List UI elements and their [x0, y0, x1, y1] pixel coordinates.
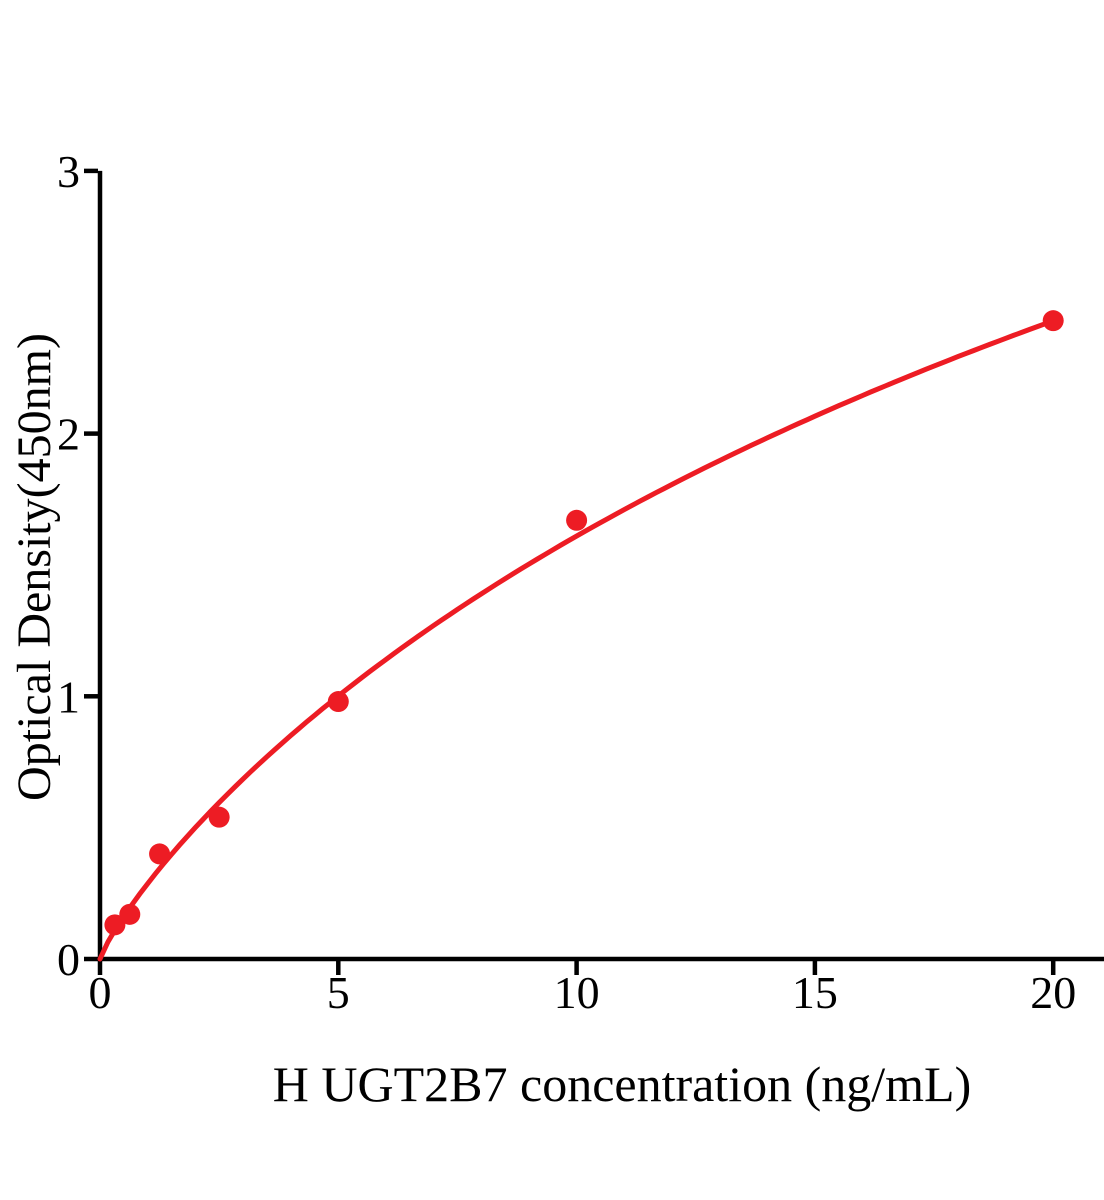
x-tick-label: 20: [1030, 967, 1076, 1018]
x-axis-title: H UGT2B7 concentration (ng/mL): [273, 1056, 971, 1112]
y-tick-label: 3: [57, 146, 80, 197]
x-tick-label: 10: [554, 967, 600, 1018]
data-point: [208, 806, 230, 828]
data-point: [327, 691, 349, 713]
data-point: [104, 914, 126, 936]
data-point: [566, 509, 588, 531]
data-point: [119, 903, 141, 925]
y-tick-label: 1: [57, 671, 80, 722]
data-point: [149, 843, 171, 865]
plot-area: 0 5 10 15 20 0 1 2 3: [57, 146, 1104, 1018]
fitted-curve: [97, 318, 1056, 962]
x-tick-label: 0: [89, 967, 112, 1018]
y-axis-title: Optical Density(450nm): [8, 333, 61, 801]
y-tick-label: 2: [57, 409, 80, 460]
x-tick-label: 5: [327, 967, 350, 1018]
data-point: [1042, 310, 1064, 332]
x-tick-label: 15: [792, 967, 838, 1018]
y-tick-label: 0: [57, 934, 80, 985]
